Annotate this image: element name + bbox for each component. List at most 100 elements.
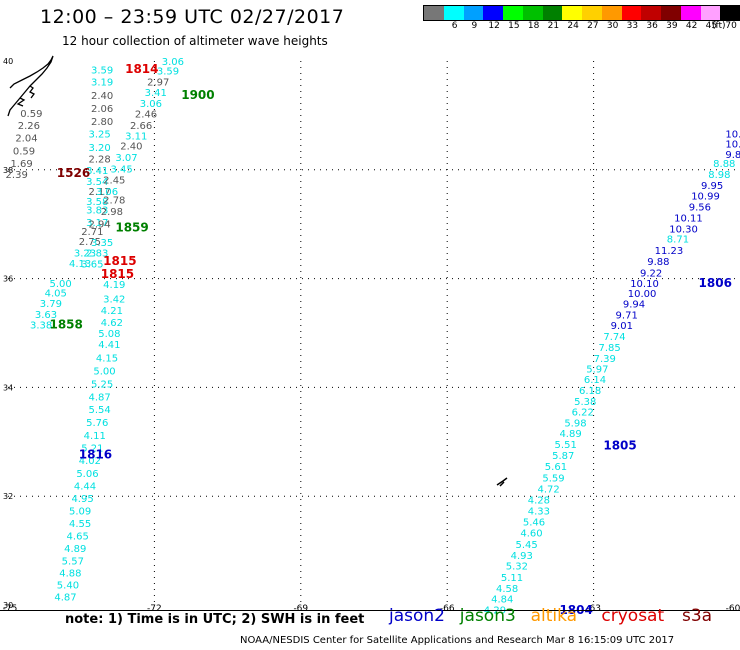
coastline-path <box>7 55 54 117</box>
legend-tick-label: 27 <box>587 21 599 31</box>
latitude-label: 36 <box>3 275 13 284</box>
legend-swatch <box>680 6 701 20</box>
wave-height-value: 3.06 <box>96 187 118 198</box>
wave-height-value: 3.79 <box>40 299 62 310</box>
wave-height-value: 9.94 <box>623 299 645 310</box>
wave-height-value: 3.41 <box>145 88 167 99</box>
page-title: 12:00 – 23:59 UTC 02/27/2017 <box>40 6 345 28</box>
wave-height-value: 3.17 <box>86 218 108 229</box>
legend-swatch <box>582 6 602 20</box>
wave-height-value: 4.89 <box>64 544 86 555</box>
latitude-label: 30 <box>3 601 13 610</box>
wave-height-value: 2.28 <box>89 155 111 166</box>
wave-height-value: 6.14 <box>584 375 606 386</box>
wave-height-value: 2.80 <box>91 117 113 128</box>
legend-swatch <box>503 6 523 20</box>
wave-height-value: 5.00 <box>93 366 115 377</box>
wave-height-value: 5.08 <box>98 329 120 340</box>
bottom-separator <box>0 610 740 611</box>
wave-height-value: 4.65 <box>67 532 89 543</box>
wave-height-value: 5.09 <box>69 507 91 518</box>
wave-height-value: 7.74 <box>603 332 625 343</box>
wave-height-value: 4.19 <box>103 280 125 291</box>
wave-height-value: 9.95 <box>701 181 723 192</box>
wave-height-value: 9.56 <box>689 203 711 214</box>
wave-height-value: 5.06 <box>76 469 98 480</box>
bermuda-island <box>496 477 508 487</box>
wave-height-value: 5.54 <box>89 405 111 416</box>
wave-height-value: 9.71 <box>616 310 638 321</box>
legend-swatch <box>601 6 622 20</box>
longitude-label: -60 <box>726 604 740 614</box>
wave-height-value: 4.21 <box>101 306 123 317</box>
wave-height-value: 4.88 <box>59 569 81 580</box>
wave-height-value: 5.61 <box>545 462 567 473</box>
wave-height-value: 5.76 <box>86 418 108 429</box>
wave-height-value: 3.58 <box>86 197 108 208</box>
wave-height-value: 2.75 <box>79 237 101 248</box>
wave-height-value: 4.95 <box>71 494 93 505</box>
pass-time-label: 1815 <box>101 267 134 281</box>
wave-height-value: 7.85 <box>598 343 620 354</box>
legend-swatch <box>463 6 484 20</box>
wave-height-value: 3.23 <box>74 248 96 259</box>
wave-height-value: 5.57 <box>62 557 84 568</box>
wave-height-value: 2.98 <box>101 207 123 218</box>
wave-height-value: 2.83 <box>86 248 108 259</box>
wave-height-value: 2.94 <box>89 219 111 230</box>
wave-height-value: 5.45 <box>516 540 538 551</box>
latitude-label: 34 <box>3 383 13 392</box>
footnote: note: 1) Time is in UTC; 2) SWH is in fe… <box>65 612 365 627</box>
wave-height-value: 3.25 <box>89 130 111 141</box>
legend-swatch <box>661 6 681 20</box>
wave-height-value: 0.59 <box>20 109 42 120</box>
legend-tick-label: 24 <box>567 21 579 31</box>
wave-height-value: 3.65 <box>81 260 103 271</box>
wave-height-value: 10. <box>725 130 740 141</box>
wave-height-value: 4.11 <box>84 431 106 442</box>
wave-height-value: 5.97 <box>586 365 608 376</box>
wave-height-value: 7.39 <box>594 354 616 365</box>
pass-time-label: 1814 <box>125 62 158 76</box>
longitude-label: -69 <box>293 604 308 614</box>
wave-height-value: 4.02 <box>79 456 101 467</box>
page-subtitle: 12 hour collection of altimeter wave hei… <box>62 34 328 48</box>
color-legend <box>423 5 740 21</box>
wave-height-value: 2.45 <box>103 175 125 186</box>
mission-label: jason3 <box>459 606 516 626</box>
legend-tick-label: 15 <box>508 21 520 31</box>
wave-height-value: 2.71 <box>81 227 103 238</box>
wave-height-value: 5.59 <box>542 474 564 485</box>
wave-height-value: 10.99 <box>691 192 720 203</box>
mission-label: cryosat <box>601 606 665 626</box>
legend-units: (ft) <box>712 21 726 31</box>
wave-height-value: 4.15 <box>96 353 118 364</box>
wave-height-value: 2.97 <box>147 77 169 88</box>
wave-height-value: 3.63 <box>35 310 57 321</box>
wave-height-value: 3.06 <box>162 57 184 68</box>
wave-height-value: 3.45 <box>110 165 132 176</box>
wave-height-value: 3.41 <box>86 166 108 177</box>
wave-height-value: 9.01 <box>611 321 633 332</box>
pass-time-label: 1805 <box>603 438 636 452</box>
wave-height-value: 2.39 <box>6 170 28 181</box>
latitude-label: 32 <box>3 492 13 501</box>
wave-height-value: 8.71 <box>667 235 689 246</box>
wave-height-value: 3.59 <box>91 66 113 77</box>
legend-tick-label: 45 <box>705 21 718 31</box>
legend-swatch <box>522 6 543 20</box>
wave-height-value: 8.98 <box>708 170 730 181</box>
wave-height-value: 3.59 <box>157 67 179 78</box>
wave-height-value: 5.87 <box>552 451 574 462</box>
wave-height-value: 3.54 <box>86 177 108 188</box>
wave-height-value: 5.00 <box>49 279 71 290</box>
latitude-label: 38 <box>3 166 13 175</box>
longitude-label: -63 <box>586 604 601 614</box>
mission-label: jason2 <box>389 606 445 626</box>
wave-height-value: 4.93 <box>511 551 533 562</box>
legend-tick-label: 30 <box>606 21 619 31</box>
wave-height-value: 4.84 <box>491 594 513 605</box>
wave-height-value: 5.51 <box>555 440 577 451</box>
wave-height-value: 3.38 <box>30 321 52 332</box>
